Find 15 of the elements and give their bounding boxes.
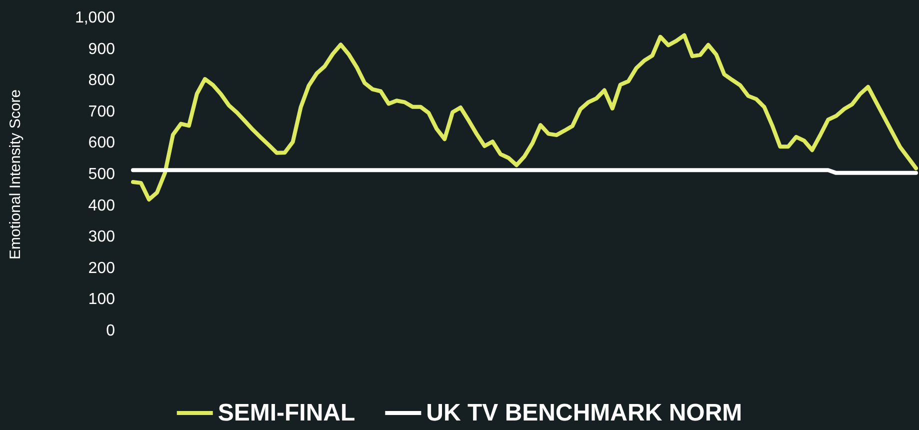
y-tick-label: 400 [88, 197, 116, 214]
y-axis-title: Emotional Intensity Score [7, 89, 24, 260]
y-tick-label: 600 [88, 134, 116, 152]
y-tick-label: 0 [106, 322, 116, 340]
y-tick-label: 300 [88, 228, 116, 246]
y-tick-label: 500 [88, 166, 116, 183]
legend-label: UK TV BENCHMARK NORM [426, 400, 742, 426]
y-tick-label: 900 [88, 40, 116, 58]
y-tick-label: 200 [88, 260, 116, 277]
y-tick-label: 1,000 [74, 10, 116, 26]
y-tick-label: 800 [88, 72, 116, 90]
y-tick-label: 100 [88, 291, 116, 308]
legend-label: SEMI-FINAL [218, 400, 356, 426]
line-series [131, 33, 918, 202]
y-tick-label: 700 [88, 103, 116, 120]
